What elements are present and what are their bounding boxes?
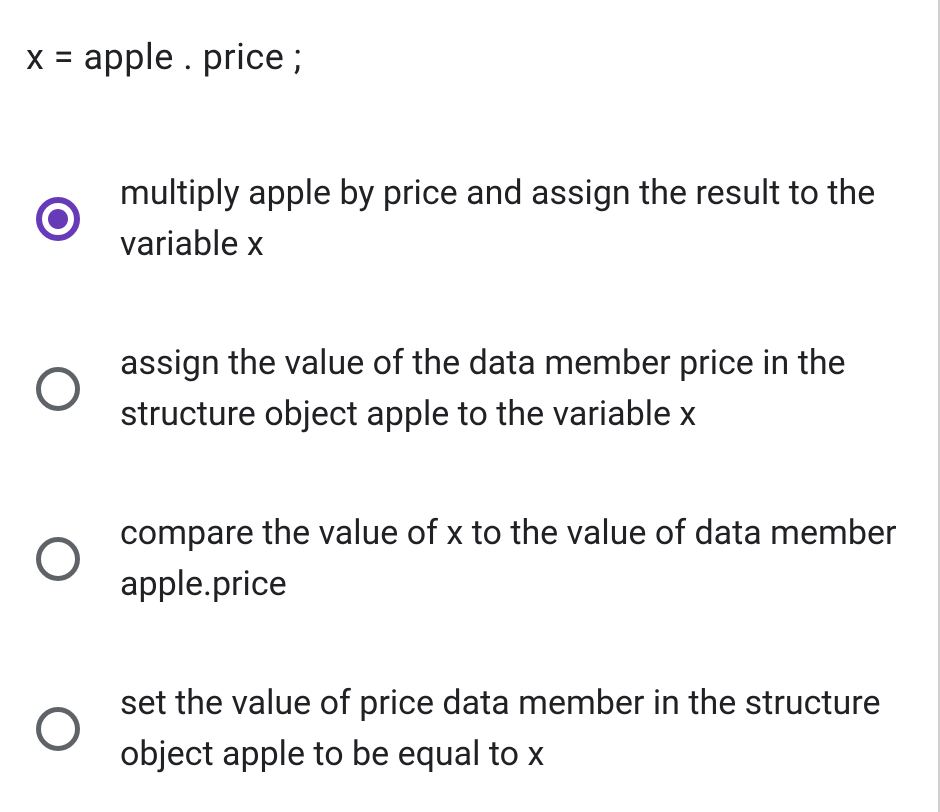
options-list: multiply apple by price and assign the r… (26, 168, 912, 780)
option-label: multiply apple by price and assign the r… (120, 168, 912, 270)
radio-button-icon[interactable] (36, 537, 80, 581)
option-label: set the value of price data member in th… (120, 678, 912, 780)
option-row[interactable]: compare the value of x to the value of d… (32, 508, 912, 610)
radio-button-icon[interactable] (36, 197, 80, 241)
option-label: compare the value of x to the value of d… (120, 508, 912, 610)
option-row[interactable]: set the value of price data member in th… (32, 678, 912, 780)
question-text: x = apple . price ; (26, 36, 912, 78)
option-label: assign the value of the data member pric… (120, 338, 912, 440)
option-row[interactable]: multiply apple by price and assign the r… (32, 168, 912, 270)
radio-wrapper[interactable] (32, 363, 84, 415)
radio-wrapper[interactable] (32, 703, 84, 755)
radio-dot-icon (48, 209, 68, 229)
radio-button-icon[interactable] (36, 707, 80, 751)
option-row[interactable]: assign the value of the data member pric… (32, 338, 912, 440)
radio-wrapper[interactable] (32, 533, 84, 585)
radio-wrapper[interactable] (32, 193, 84, 245)
radio-button-icon[interactable] (36, 367, 80, 411)
